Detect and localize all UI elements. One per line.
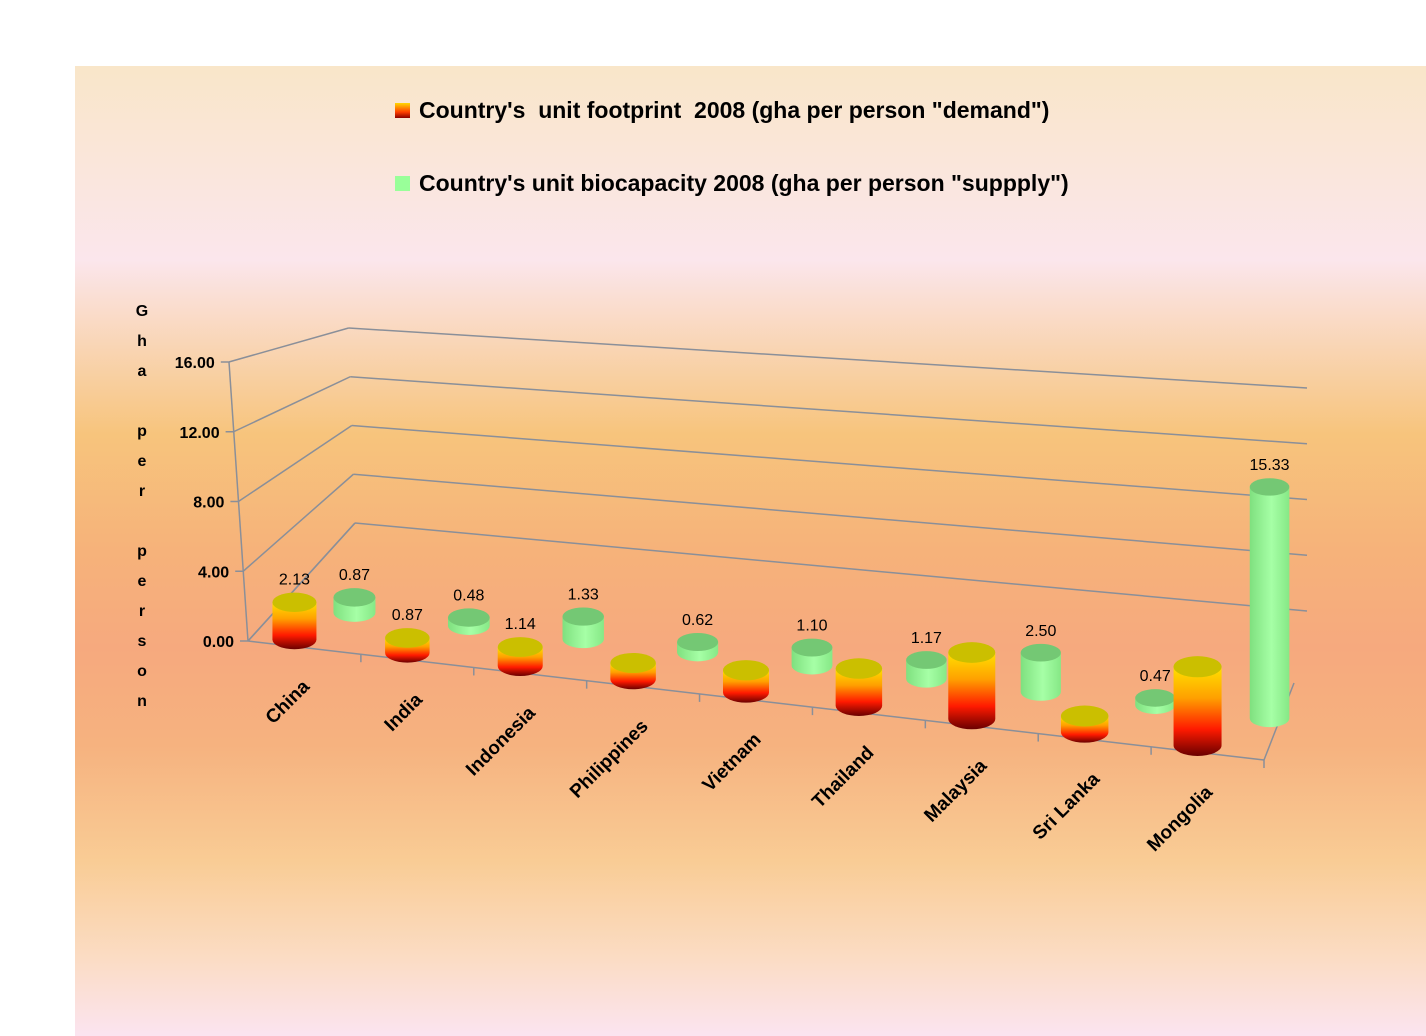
legend-item-demand[interactable]: Country's unit footprint 2008 (gha per p… xyxy=(395,95,1069,125)
category-label: Vietnam xyxy=(699,729,766,796)
demand-bar-vietnam[interactable] xyxy=(723,660,769,703)
demand-bar-indonesia[interactable]: 1.14 xyxy=(497,616,543,676)
y-tick-label: 0.00 xyxy=(203,634,234,651)
supply-bar-mongolia[interactable]: 15.33 xyxy=(1250,457,1290,728)
supply-bar-vietnam[interactable]: 1.10 xyxy=(791,618,833,675)
demand-bar-philippines[interactable] xyxy=(610,652,656,690)
x-axis: China India Indonesia Philippines Vietnam Tha… xyxy=(262,676,1218,856)
demand-bar-mongolia[interactable] xyxy=(1173,656,1222,756)
legend-supply-label: Country's unit biocapacity 2008 (gha per… xyxy=(419,169,1069,196)
data-label: 0.48 xyxy=(453,587,484,604)
y-axis-title-letter: p xyxy=(137,423,147,440)
data-label: 2.13 xyxy=(279,572,310,589)
supply-bar-philippines[interactable]: 0.62 xyxy=(677,612,719,662)
data-label: 1.17 xyxy=(911,630,942,647)
demand-bar-malaysia[interactable] xyxy=(948,642,996,730)
supply-bar-china[interactable]: 0.87 xyxy=(333,567,376,622)
supply-bar-india[interactable]: 0.48 xyxy=(447,587,490,635)
data-label: 1.10 xyxy=(796,618,827,635)
supply-swatch-icon xyxy=(395,175,410,191)
category-label: Malaysia xyxy=(920,755,991,826)
y-axis-title-letter: h xyxy=(137,333,147,350)
y-axis-title-letter: e xyxy=(137,573,147,590)
y-axis-title-letter: G xyxy=(135,303,149,320)
data-label: 1.33 xyxy=(568,586,599,603)
data-label: 2.50 xyxy=(1025,623,1056,640)
data-label: 0.87 xyxy=(339,567,370,584)
supply-bar-thailand[interactable]: 1.17 xyxy=(906,630,947,688)
chart-area xyxy=(75,66,1426,1036)
y-axis: 0.00 4.00 8.00 12.00 16.00 xyxy=(175,355,248,651)
legend: Country's unit footprint 2008 (gha per p… xyxy=(395,95,1069,241)
y-axis-title-letter: e xyxy=(137,453,147,470)
legend-demand-label: Country's unit footprint 2008 (gha per p… xyxy=(419,96,1050,123)
category-label: Thailand xyxy=(808,742,878,812)
category-label: Mongolia xyxy=(1143,782,1217,856)
data-label: 0.47 xyxy=(1140,668,1171,685)
y-axis-title-letter: o xyxy=(137,663,147,680)
supply-bar-malaysia[interactable]: 2.50 xyxy=(1020,623,1061,701)
category-label: India xyxy=(381,689,428,736)
y-axis-title-letter: n xyxy=(137,693,147,710)
y-axis-title-letter: r xyxy=(138,603,146,620)
data-label: 0.62 xyxy=(682,612,713,629)
data-label: 0.87 xyxy=(392,607,423,624)
category-label: China xyxy=(262,676,314,728)
legend-item-supply[interactable]: Country's unit biocapacity 2008 (gha per… xyxy=(395,168,1069,198)
demand-bar-india[interactable]: 0.87 xyxy=(385,607,430,663)
y-tick-label: 8.00 xyxy=(193,495,224,512)
supply-bar-indonesia[interactable]: 1.33 xyxy=(562,586,604,649)
supply-bar-sri-lanka[interactable]: 0.47 xyxy=(1135,668,1176,714)
y-tick-label: 12.00 xyxy=(180,425,220,442)
demand-swatch-icon xyxy=(395,102,410,118)
data-label: 15.33 xyxy=(1250,457,1290,474)
demand-bar-china[interactable]: 2.13 xyxy=(272,572,317,650)
demand-bar-sri-lanka[interactable] xyxy=(1060,705,1109,743)
category-label: Sri Lanka xyxy=(1029,769,1105,845)
data-label: 1.14 xyxy=(505,616,536,633)
y-axis-title-letter: r xyxy=(138,483,146,500)
y-axis-title-letter: a xyxy=(137,363,147,380)
category-label: Philippines xyxy=(566,716,653,803)
y-tick-label: 16.00 xyxy=(175,355,215,372)
demand-bar-thailand[interactable] xyxy=(835,658,883,716)
y-tick-label: 4.00 xyxy=(198,564,229,581)
y-axis-title-letter: p xyxy=(137,543,147,560)
bars: 0.87 0.48 1.33 0.62 1.10 1.17 2.50 0.47 15.33 2.1… xyxy=(272,457,1290,756)
y-axis-title-letter: s xyxy=(137,633,147,650)
category-label: Indonesia xyxy=(462,702,540,780)
